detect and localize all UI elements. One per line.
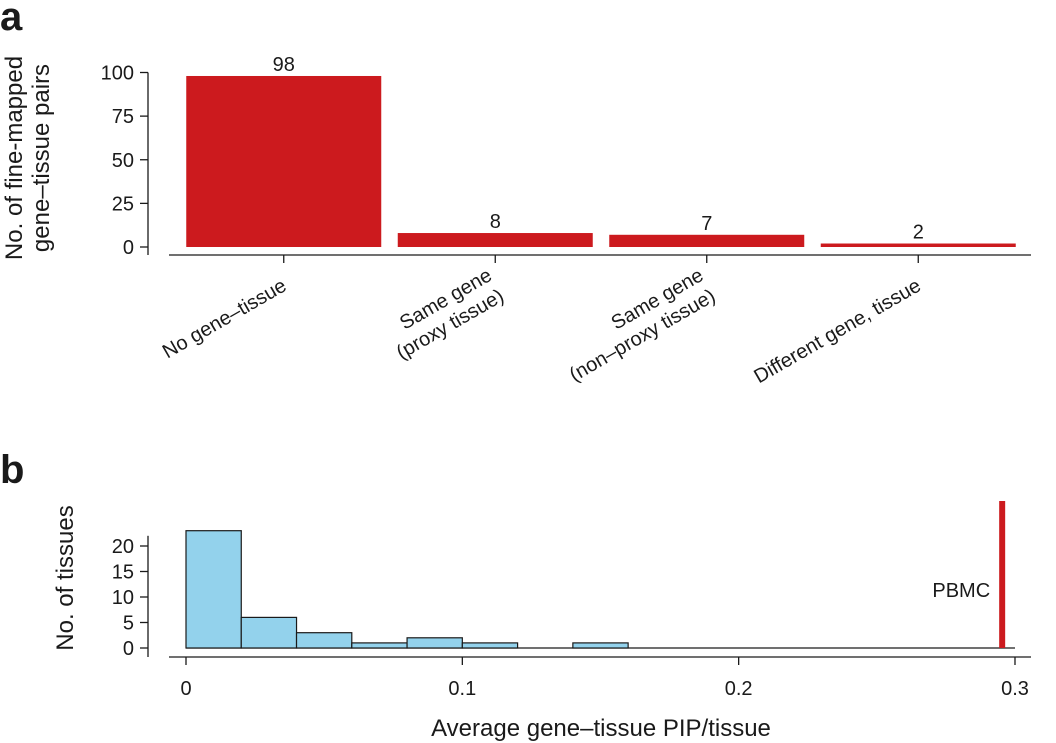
panel-b-y-axis-title: No. of tissues: [52, 505, 79, 650]
y-axis-title-line-2: gene–tissue pairs: [28, 64, 55, 252]
histogram-bar: [461, 642, 519, 649]
panel-a: a No. of fine-mapped gene–tissue pairs 0…: [0, 0, 1031, 388]
y-tick-label: 75: [112, 106, 134, 128]
panel-b-x-axis-title: Average gene–tissue PIP/tissue: [431, 715, 771, 742]
x-tick-label: 0.1: [448, 678, 476, 700]
x-tick-label: 0.3: [1001, 678, 1029, 700]
panel-letter-b: b: [0, 448, 24, 492]
y-tick-label: 100: [101, 63, 134, 85]
y-tick-label: 0: [123, 638, 134, 660]
marker-line: [999, 501, 1006, 648]
y-tick-label: 15: [112, 562, 134, 584]
histogram-bar: [240, 616, 298, 649]
y-axis-title-line-1: No. of fine-mapped: [1, 56, 28, 260]
panel-b: b No. of tissues Average gene–tissue PIP…: [0, 448, 1031, 742]
bar-value-label: 2: [913, 222, 924, 244]
category-label: No gene–tissue: [159, 275, 290, 364]
y-tick-label: 5: [123, 613, 134, 635]
bar-value-label: 7: [701, 213, 712, 235]
panel-a-bars: [186, 75, 1016, 248]
marker-label: PBMC: [932, 580, 990, 602]
category-label-line: No gene–tissue: [159, 275, 290, 364]
y-tick-label: 25: [112, 193, 134, 215]
histogram-bar: [351, 642, 408, 649]
bar: [186, 75, 382, 248]
panel-a-axes: 0 25 50 75 100: [101, 63, 1031, 263]
panel-a-category-labels: No gene–tissue Same gene(proxy tissue) Sam…: [159, 264, 925, 388]
panel-b-marker: PBMC: [932, 501, 1006, 648]
category-label: Different gene, tissue: [750, 275, 924, 388]
histogram-bar: [572, 642, 629, 649]
panel-b-histogram-bars: [185, 530, 629, 649]
y-tick-label: 20: [112, 536, 134, 558]
x-tick-label: 0.2: [725, 678, 753, 700]
category-label-line: Different gene, tissue: [750, 275, 924, 388]
bar-value-label: 98: [273, 54, 295, 76]
category-label: Same gene(proxy tissue): [393, 264, 508, 364]
y-tick-label: 50: [112, 150, 134, 172]
bar: [397, 233, 593, 247]
panel-letter-a: a: [0, 0, 23, 39]
panel-a-y-axis-title: No. of fine-mapped gene–tissue pairs: [1, 56, 55, 260]
panel-b-axes: 0 5 10 15 20 0 0.1 0.2 0.3: [112, 535, 1031, 700]
histogram-bar: [406, 637, 463, 649]
bar: [609, 234, 805, 247]
y-tick-label: 10: [112, 587, 134, 609]
bar: [820, 243, 1016, 247]
y-tick-label: 0: [123, 237, 134, 259]
category-label: Same gene(non–proxy tissue): [566, 264, 719, 386]
panel-a-data-labels: 98 8 7 2: [273, 54, 924, 244]
histogram-bar: [295, 632, 353, 649]
bar-value-label: 8: [490, 211, 501, 233]
x-tick-label: 0: [180, 678, 191, 700]
histogram-bar: [185, 530, 242, 649]
